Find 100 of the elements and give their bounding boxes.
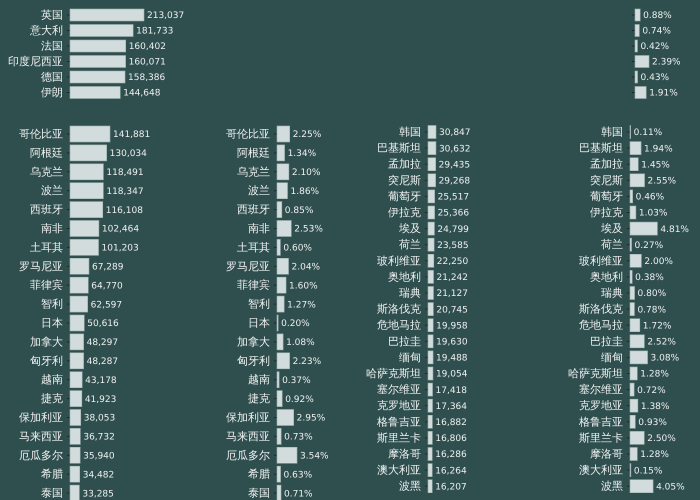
bar: [70, 55, 126, 68]
data-label: 0.80%: [638, 289, 667, 300]
bar: [70, 334, 84, 350]
y-tick-label: 奥地利: [388, 270, 421, 284]
data-label: 19,488: [436, 354, 468, 364]
data-label: 1.28%: [640, 450, 670, 460]
data-label: 1.94%: [644, 144, 674, 154]
bar: [630, 141, 642, 155]
bar: [634, 86, 646, 99]
y-tick-label: 南非: [248, 222, 270, 236]
y-tick-label: 埃及: [600, 222, 623, 236]
y-tick-label: 日本: [41, 316, 63, 330]
y-tick-label: 越南: [41, 373, 63, 386]
data-label: 144,648: [123, 88, 161, 99]
bar: [70, 8, 144, 22]
y-tick-label: 葡萄牙: [388, 190, 421, 203]
bar: [276, 484, 282, 500]
data-label: 2.55%: [648, 176, 677, 186]
data-label: 130,034: [110, 149, 148, 160]
y-tick-label: 瑞典: [601, 286, 623, 300]
data-label: 30,847: [439, 128, 470, 138]
data-label: 29,435: [438, 160, 470, 170]
y-tick-label: 波兰: [248, 184, 270, 198]
data-label: 118,491: [106, 168, 144, 178]
bar: [630, 415, 636, 429]
data-label: 1.91%: [649, 88, 678, 99]
bar: [630, 174, 645, 188]
y-tick-label: 突尼斯: [590, 174, 623, 187]
data-label: 50,616: [87, 319, 120, 330]
data-label: 2.10%: [292, 168, 321, 178]
data-label: 0.20%: [281, 319, 310, 330]
data-label: 67,289: [92, 262, 124, 272]
y-tick-label: 韩国: [399, 126, 421, 139]
data-label: 4.05%: [656, 482, 686, 492]
y-tick-label: 哥伦比亚: [19, 128, 63, 141]
data-label: 36,732: [83, 432, 115, 443]
y-tick-label: 克罗地亚: [377, 399, 421, 412]
data-label: 48,297: [86, 338, 118, 348]
data-label: 17,418: [436, 386, 468, 396]
y-tick-label: 菲律宾: [237, 278, 270, 292]
bar: [630, 270, 632, 284]
bar: [70, 447, 80, 464]
data-label: 2.50%: [647, 434, 676, 444]
y-tick-label: 希腊: [41, 468, 63, 481]
bar: [70, 201, 104, 218]
bar: [634, 55, 650, 68]
y-tick-label: 克罗地亚: [579, 399, 623, 412]
data-label: 2.23%: [292, 356, 322, 367]
bar: [70, 24, 134, 37]
y-tick-label: 葡萄牙: [590, 190, 623, 203]
y-tick-label: 土耳其: [30, 240, 63, 254]
y-tick-label: 智利: [41, 298, 63, 311]
bar: [70, 466, 80, 482]
y-tick-label: 马来西亚: [19, 430, 63, 443]
y-tick-label: 希腊: [248, 468, 270, 481]
data-label: 3.54%: [300, 451, 330, 462]
y-tick-label: 哥伦比亚: [226, 128, 270, 141]
data-label: 62,597: [90, 300, 122, 310]
data-label: 16,207: [435, 482, 467, 492]
y-tick-label: 危地马拉: [579, 318, 623, 332]
data-label: 0.37%: [282, 376, 312, 386]
bar: [630, 157, 639, 171]
y-tick-label: 澳大利亚: [377, 464, 421, 477]
data-label: 181,733: [136, 26, 174, 37]
data-label: 0.15%: [634, 466, 663, 476]
y-tick-label: 菲律宾: [30, 278, 63, 292]
bar: [70, 220, 100, 237]
data-label: 1.27%: [287, 300, 316, 310]
bar: [630, 302, 635, 316]
bar: [70, 70, 126, 84]
data-label: 158,386: [128, 73, 166, 84]
data-label: 25,517: [438, 192, 470, 203]
y-tick-label: 德国: [41, 70, 63, 84]
data-label: 2.04%: [292, 262, 321, 272]
y-tick-label: 波兰: [41, 184, 63, 198]
data-label: 2.52%: [647, 337, 676, 348]
y-tick-label: 缅甸: [399, 350, 421, 364]
data-label: 2.39%: [652, 58, 682, 68]
y-tick-label: 匈牙利: [237, 354, 270, 368]
bar: [70, 428, 81, 445]
y-tick-label: 法国: [41, 40, 63, 53]
bar: [276, 239, 281, 256]
data-label: 23,585: [437, 240, 469, 251]
data-label: 101,203: [102, 244, 139, 254]
data-label: 30,632: [438, 144, 470, 154]
bar: [70, 239, 99, 256]
y-tick-label: 孟加拉: [388, 158, 421, 171]
y-tick-label: 摩洛哥: [590, 448, 623, 461]
bar: [634, 24, 640, 37]
bar: [70, 144, 107, 162]
data-label: 2.95%: [296, 414, 326, 424]
data-label: 213,037: [147, 11, 184, 22]
data-label: 38,053: [84, 414, 116, 424]
y-tick-label: 罗马尼亚: [226, 260, 270, 273]
data-label: 1.45%: [641, 160, 670, 170]
bar: [276, 371, 280, 388]
y-tick-label: 荷兰: [601, 238, 623, 252]
data-label: 20,745: [436, 305, 468, 316]
bar: [630, 222, 658, 236]
y-tick-label: 泰国: [41, 486, 63, 500]
